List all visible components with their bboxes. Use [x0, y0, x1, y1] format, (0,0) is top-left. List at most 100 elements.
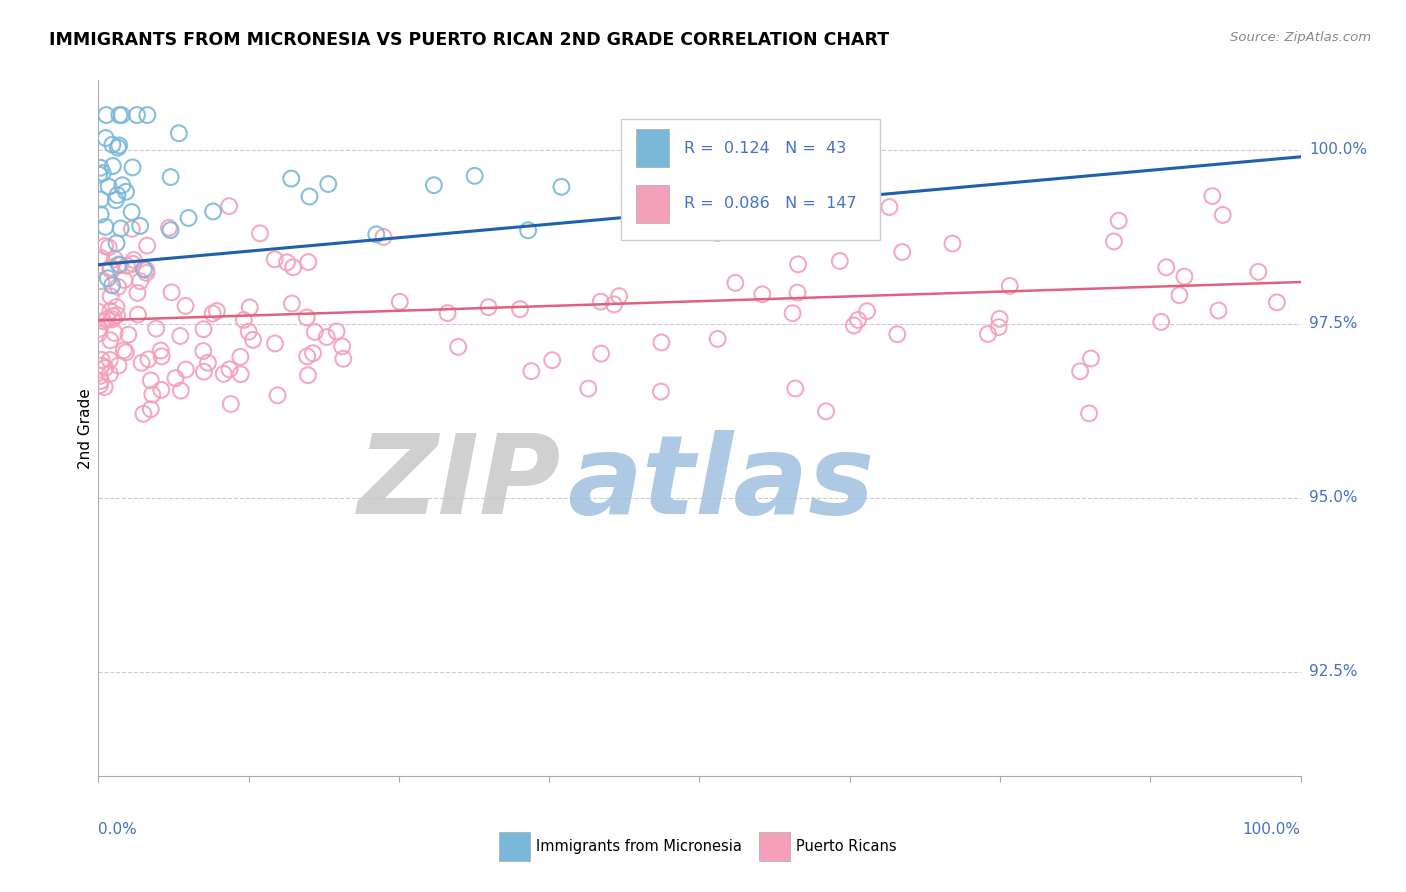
- Point: [550, 180, 572, 194]
- Point: [89, 378, 111, 392]
- Point: [90, 374, 112, 388]
- Text: Puerto Ricans: Puerto Ricans: [796, 839, 897, 854]
- Point: [842, 318, 865, 333]
- Point: [107, 359, 129, 373]
- Text: 92.5%: 92.5%: [1309, 665, 1357, 679]
- Point: [141, 387, 163, 401]
- Point: [165, 371, 187, 385]
- Point: [111, 108, 134, 122]
- Point: [650, 335, 672, 350]
- Point: [238, 325, 260, 339]
- Point: [112, 273, 135, 287]
- Point: [174, 362, 197, 376]
- Point: [1078, 406, 1101, 420]
- Text: Source: ZipAtlas.com: Source: ZipAtlas.com: [1230, 31, 1371, 45]
- Point: [157, 220, 180, 235]
- Point: [1208, 303, 1230, 318]
- Point: [136, 238, 159, 252]
- Point: [108, 138, 131, 153]
- Point: [281, 260, 304, 275]
- Point: [136, 108, 159, 122]
- Point: [517, 223, 540, 237]
- Point: [297, 368, 319, 383]
- Point: [1069, 364, 1091, 378]
- Point: [115, 345, 138, 359]
- Point: [281, 296, 304, 310]
- Point: [330, 339, 353, 353]
- Point: [132, 407, 155, 421]
- Point: [886, 327, 908, 342]
- FancyBboxPatch shape: [621, 119, 880, 240]
- Point: [724, 276, 747, 290]
- Point: [103, 309, 125, 323]
- Point: [706, 226, 728, 240]
- Point: [264, 336, 287, 351]
- Point: [91, 166, 114, 180]
- Point: [1080, 351, 1102, 366]
- Point: [174, 299, 197, 313]
- Point: [110, 221, 132, 235]
- Point: [193, 344, 215, 359]
- Point: [325, 325, 347, 339]
- Point: [276, 255, 298, 269]
- Bar: [636, 129, 669, 168]
- Point: [785, 382, 807, 396]
- Point: [90, 274, 112, 288]
- Point: [464, 169, 486, 183]
- Point: [104, 193, 127, 207]
- Point: [295, 350, 318, 364]
- Point: [643, 167, 665, 181]
- Point: [139, 374, 162, 388]
- Point: [1108, 213, 1130, 227]
- Point: [304, 325, 326, 339]
- Point: [90, 352, 112, 367]
- Point: [127, 285, 149, 300]
- Point: [160, 285, 183, 300]
- Point: [177, 211, 200, 225]
- Point: [1265, 295, 1288, 310]
- Point: [107, 258, 129, 272]
- Point: [423, 178, 446, 193]
- Point: [97, 179, 120, 194]
- Point: [108, 108, 131, 122]
- Point: [1102, 235, 1125, 249]
- Point: [87, 305, 110, 319]
- Point: [988, 311, 1011, 326]
- Point: [94, 131, 117, 145]
- Point: [589, 294, 612, 309]
- Point: [846, 313, 869, 327]
- Text: 100.0%: 100.0%: [1243, 822, 1301, 837]
- Point: [998, 279, 1021, 293]
- Text: 95.0%: 95.0%: [1309, 491, 1357, 505]
- Point: [94, 219, 117, 234]
- Text: 97.5%: 97.5%: [1309, 317, 1357, 331]
- Point: [167, 126, 190, 140]
- Point: [591, 346, 613, 360]
- Point: [98, 367, 121, 381]
- Point: [232, 313, 254, 327]
- Point: [149, 343, 172, 358]
- Text: R =  0.124   N =  43: R = 0.124 N = 43: [683, 141, 846, 155]
- Point: [1150, 315, 1173, 329]
- Point: [111, 178, 134, 193]
- Point: [132, 262, 155, 277]
- Point: [828, 254, 851, 268]
- Point: [218, 362, 240, 376]
- Point: [603, 297, 626, 311]
- Point: [205, 304, 228, 318]
- Point: [101, 278, 124, 293]
- Point: [650, 384, 672, 399]
- Point: [135, 263, 157, 277]
- Point: [135, 266, 157, 280]
- Point: [815, 404, 838, 418]
- Point: [782, 306, 804, 320]
- Text: 0.0%: 0.0%: [98, 822, 138, 837]
- Point: [576, 382, 599, 396]
- Point: [1201, 189, 1223, 203]
- Point: [90, 193, 112, 207]
- Text: ZIP: ZIP: [357, 430, 561, 537]
- Point: [131, 356, 153, 370]
- Point: [266, 388, 288, 402]
- Point: [101, 159, 124, 173]
- Point: [193, 322, 215, 336]
